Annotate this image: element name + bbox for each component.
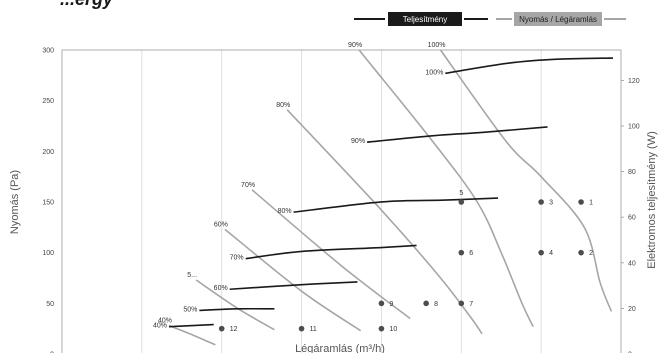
operating-point-label: 10: [389, 326, 397, 333]
power-curves: 40% 50% 60% 70% 80% 90% 100%: [153, 57, 614, 330]
left-tick-label: 250: [42, 98, 54, 105]
operating-point: [578, 249, 584, 256]
power-curve-label: 50%: [183, 306, 197, 313]
power-curve: [293, 197, 499, 213]
pressure-curve-label: 5...: [187, 272, 197, 279]
left-tick-label: 100: [42, 250, 54, 257]
power-curve-label: 70%: [230, 255, 244, 262]
operating-point-label: 7: [469, 301, 473, 308]
right-tick-label: 0: [628, 352, 632, 353]
right-tick-label: 100: [628, 123, 640, 130]
right-axis-ticks: 0 20 40 60 80 100 120: [621, 78, 640, 353]
left-tick-label: 50: [46, 301, 54, 308]
pressure-curve-label: 60%: [214, 221, 228, 228]
x-axis-title: Légáramlás (m³/h): [295, 343, 385, 353]
right-tick-label: 120: [628, 78, 640, 85]
power-curve-label: 100%: [425, 69, 443, 76]
pressure-curve-label: 80%: [276, 102, 290, 109]
legend-pressure-box: [514, 12, 602, 26]
pressure-curve: [251, 189, 411, 320]
operating-point-label: 12: [230, 326, 238, 333]
operating-point: [218, 325, 225, 332]
operating-point: [458, 249, 465, 256]
operating-point: [538, 249, 544, 256]
operating-point: [298, 325, 305, 332]
plot-frame: [61, 49, 622, 353]
pressure-curve-label: 70%: [241, 182, 255, 189]
operating-point: [423, 300, 429, 307]
operating-point: [378, 300, 385, 307]
operating-point-label: 5: [459, 190, 463, 197]
pressure-curve: [439, 49, 613, 312]
legend-power-box: [388, 12, 462, 26]
header-fragment: ...ergy: [60, 0, 114, 9]
right-axis-title: Elektromos teljesítmény (W): [646, 131, 658, 269]
left-tick-label: 300: [42, 48, 54, 55]
power-curve: [366, 126, 548, 143]
power-curve-label: 60%: [214, 285, 228, 292]
legend-power-label: Teljesítmény: [403, 15, 447, 24]
power-curve-label: 40%: [153, 323, 167, 330]
operating-point-label: 8: [434, 301, 438, 308]
power-curve: [168, 323, 214, 328]
left-axis-ticks: 0 50 100 150 200 250 300: [42, 48, 54, 353]
left-tick-label: 200: [42, 149, 54, 156]
power-curve: [445, 57, 614, 75]
right-tick-label: 60: [628, 215, 636, 222]
power-curve: [229, 281, 358, 291]
operating-point-label: 11: [310, 326, 317, 333]
pressure-curve: [286, 109, 483, 335]
operating-point-label: 1: [589, 200, 593, 207]
right-tick-label: 80: [628, 169, 636, 176]
pressure-curve: [168, 324, 216, 346]
operating-point: [378, 325, 385, 332]
left-tick-label: 150: [42, 200, 54, 207]
operating-point: [578, 199, 584, 205]
operating-point: [458, 300, 465, 307]
legend-pressure-label: Nyomás / Légáramlás: [519, 15, 597, 24]
operating-point-label: 3: [549, 200, 553, 207]
right-tick-label: 40: [628, 260, 636, 267]
pressure-curve: [224, 228, 362, 332]
operating-point: [458, 199, 465, 205]
operating-point-label: 4: [549, 250, 553, 257]
power-curve: [199, 307, 275, 312]
power-curve-label: 90%: [351, 138, 365, 145]
operating-point-label: 6: [469, 250, 473, 257]
right-tick-label: 20: [628, 306, 636, 313]
pressure-curve-label: 90%: [348, 42, 362, 49]
pressure-curve-label: 100%: [428, 42, 446, 49]
legend: Teljesítmény Nyomás / Légáramlás: [354, 12, 626, 26]
left-axis-title: Nyomás (Pa): [9, 170, 21, 234]
operating-point-label: 2: [589, 250, 593, 257]
pressure-curve: [358, 49, 534, 327]
operating-point-label: 9: [389, 301, 393, 308]
power-curve: [245, 244, 417, 260]
operating-point: [538, 199, 544, 205]
pressure-curve-label: 40%: [158, 318, 172, 325]
pressure-curves: 40% 5... 60% 70% 80% 90% 100%: [158, 42, 613, 346]
grid-lines: [141, 50, 542, 353]
left-tick-label: 0: [50, 352, 54, 353]
power-curve-label: 80%: [278, 208, 292, 215]
